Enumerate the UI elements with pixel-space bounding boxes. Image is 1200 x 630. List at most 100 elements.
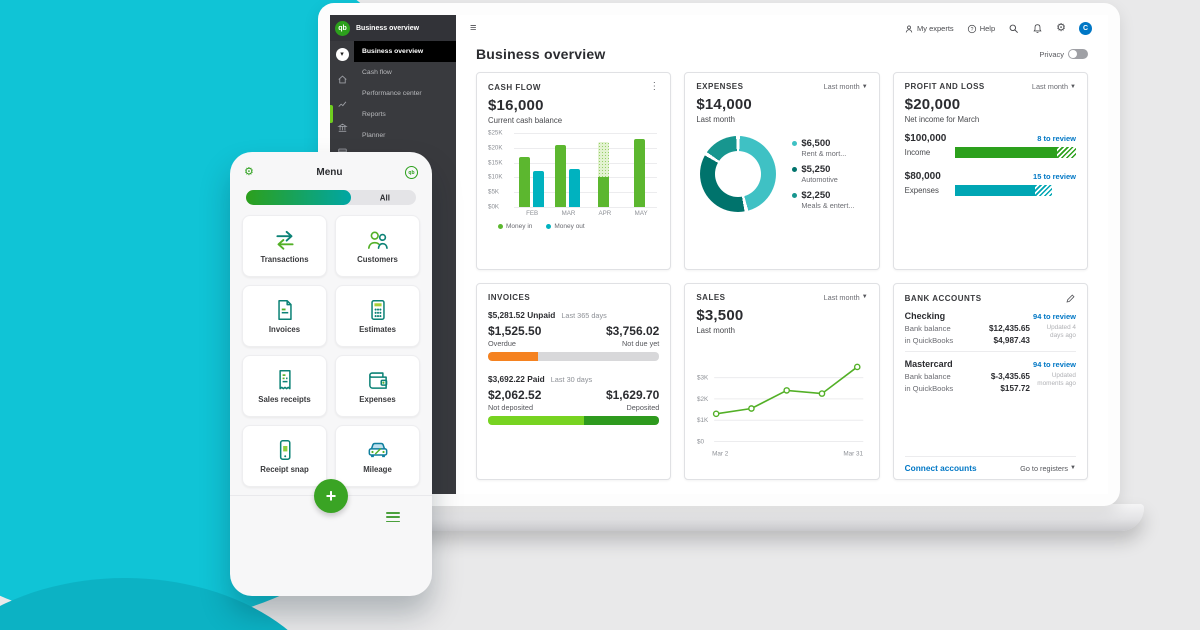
expenses-row: $80,000 15 to review Expenses bbox=[904, 171, 1076, 196]
search-icon[interactable] bbox=[1008, 23, 1019, 34]
income-review-link[interactable]: 8 to review bbox=[1037, 134, 1076, 143]
money-in-label: Money in bbox=[506, 223, 533, 230]
profit-loss-period-dropdown[interactable]: Last month ▼ bbox=[1031, 82, 1076, 91]
expenses-period-dropdown[interactable]: Last month ▼ bbox=[823, 82, 868, 91]
sidebar-item-planner[interactable]: Planner bbox=[362, 132, 386, 139]
expenses-donut-chart bbox=[700, 136, 777, 212]
sidebar-item-reports[interactable]: Reports bbox=[362, 111, 386, 118]
settings-gear-icon[interactable]: ⚙ bbox=[244, 166, 254, 178]
page-title: Business overview bbox=[476, 46, 606, 62]
svg-text:$2K: $2K bbox=[697, 395, 709, 402]
menu-item-receipt-snap[interactable]: Receipt snap bbox=[242, 425, 327, 487]
account-mastercard: Mastercard 94 to review Bank balance $-3,… bbox=[904, 350, 1076, 399]
hamburger-menu-icon[interactable]: ≡ bbox=[470, 22, 477, 34]
privacy-toggle[interactable] bbox=[1068, 49, 1088, 59]
slice-dot-icon bbox=[792, 167, 798, 172]
add-button[interactable]: + bbox=[314, 479, 348, 513]
active-rail-indicator bbox=[330, 105, 333, 123]
cash-flow-chart-icon[interactable] bbox=[337, 98, 348, 109]
sales-line-chart: $3K $2K $1K $0 Mar 2 Mar 31 bbox=[696, 339, 867, 472]
menu-item-mileage[interactable]: Mileage bbox=[335, 425, 420, 487]
cash-flow-legend: Money in Money out bbox=[498, 223, 659, 230]
mastercard-review-link[interactable]: 94 to review bbox=[1033, 359, 1076, 369]
menu-hamburger-icon[interactable] bbox=[386, 512, 400, 523]
bank-accounts-card: BANK ACCOUNTS Checking 94 to review Bank… bbox=[892, 282, 1088, 480]
app-topbar: ≡ My experts ? Help ⚙ C bbox=[456, 15, 1108, 38]
connect-accounts-link[interactable]: Connect accounts bbox=[904, 463, 977, 473]
kebab-menu-icon[interactable]: ⋮ bbox=[649, 81, 660, 92]
home-icon[interactable] bbox=[337, 74, 348, 85]
mastercard-updated-text: Updated moments ago bbox=[1037, 371, 1076, 388]
sales-card: SALES Last month ▼ $3,500 Last month $3K $… bbox=[684, 282, 880, 480]
sales-period-dropdown[interactable]: Last month ▼ bbox=[823, 292, 868, 302]
sales-subtitle: Last month bbox=[696, 325, 735, 335]
filter-all-label: All bbox=[379, 193, 390, 202]
expenses-review-link[interactable]: 15 to review bbox=[1033, 172, 1076, 181]
help-label: Help bbox=[979, 24, 996, 33]
sidebar-header: qb Business overview bbox=[330, 15, 456, 41]
toggle-knob bbox=[1069, 50, 1077, 58]
qb-badge-icon[interactable]: qb bbox=[404, 166, 418, 179]
my-experts-button[interactable]: My experts bbox=[904, 24, 954, 34]
laptop-screen: qb Business overview ▾ Business overview bbox=[318, 3, 1120, 506]
transfer-arrows-icon bbox=[275, 230, 294, 250]
menu-item-sales-receipts[interactable]: Sales receipts bbox=[242, 355, 327, 417]
person-icon bbox=[905, 25, 913, 33]
expenses-card: EXPENSES Last month ▼ $14,000 Last month … bbox=[684, 72, 880, 270]
wallet-icon bbox=[368, 371, 387, 389]
quickbooks-app: qb Business overview ▾ Business overview bbox=[330, 15, 1108, 494]
phone-menu-grid: Transactions Customers Invoice bbox=[240, 215, 422, 487]
menu-item-customers[interactable]: Customers bbox=[335, 215, 420, 277]
invoices-title: INVOICES bbox=[488, 292, 531, 302]
settings-gear-icon[interactable]: ⚙ bbox=[1056, 22, 1066, 34]
svg-text:Mar 2: Mar 2 bbox=[712, 450, 729, 457]
expenses-subtitle: Last month bbox=[696, 115, 735, 124]
sidebar-item-performance-center[interactable]: Performance center bbox=[362, 90, 422, 97]
profit-loss-amount: $20,000 bbox=[904, 96, 961, 113]
edit-pencil-icon[interactable] bbox=[1065, 293, 1076, 304]
slice-dot-icon bbox=[792, 141, 798, 146]
bank-accounts-title: BANK ACCOUNTS bbox=[904, 293, 982, 303]
quickbooks-logo-icon: qb bbox=[335, 20, 350, 36]
menu-filter-slider[interactable]: All bbox=[246, 190, 416, 205]
slice-dot-icon bbox=[792, 193, 798, 198]
expenses-amount: $14,000 bbox=[696, 96, 752, 113]
user-avatar[interactable]: C bbox=[1079, 22, 1092, 35]
sidebar-item-business-overview[interactable]: Business overview bbox=[354, 41, 456, 62]
checking-review-link[interactable]: 94 to review bbox=[1033, 311, 1076, 321]
profit-loss-subtitle: Net income for March bbox=[904, 115, 980, 124]
expenses-legend: $6,500 Rent & mort... $5,250 Automotive … bbox=[792, 138, 854, 210]
chevron-down-icon: ▼ bbox=[1070, 465, 1076, 471]
phone-menu-title: Menu bbox=[316, 167, 343, 178]
chevron-down-icon: ▼ bbox=[861, 83, 868, 90]
customers-icon bbox=[367, 230, 388, 249]
menu-item-invoices[interactable]: Invoices bbox=[242, 285, 327, 347]
invoices-card: INVOICES $5,281.52 Unpaid Last 365 days … bbox=[476, 282, 672, 480]
cash-flow-bar-chart: $25K $20K $15K $10K $5K $0K FEB MAR APR MAY bbox=[488, 130, 659, 217]
menu-item-estimates[interactable]: Estimates bbox=[335, 285, 420, 347]
help-button[interactable]: ? Help bbox=[967, 24, 995, 34]
menu-item-transactions[interactable]: Transactions bbox=[242, 215, 327, 277]
notifications-bell-icon[interactable] bbox=[1032, 23, 1043, 34]
unpaid-section: $5,281.52 Unpaid Last 365 days $1,525.50… bbox=[488, 310, 660, 361]
chevron-down-icon: ▼ bbox=[861, 294, 868, 300]
go-to-registers-dropdown[interactable]: Go to registers ▼ bbox=[1020, 463, 1076, 473]
sidebar-item-cash-flow[interactable]: Cash flow bbox=[362, 69, 392, 76]
menu-item-expenses[interactable]: Expenses bbox=[335, 355, 420, 417]
paid-progress-bar bbox=[488, 415, 660, 425]
account-checking: Checking 94 to review Bank balance $12,43… bbox=[904, 310, 1076, 345]
receipt-icon bbox=[278, 369, 291, 389]
chevron-down-icon: ▼ bbox=[1070, 83, 1076, 90]
main-content: ≡ My experts ? Help ⚙ C bbox=[456, 15, 1108, 494]
svg-text:$3K: $3K bbox=[697, 374, 709, 381]
expense-legend-item: $5,250 Automotive bbox=[792, 164, 854, 184]
phone: ⚙ Menu qb All Transactions bbox=[230, 152, 432, 596]
svg-text:Mar 31: Mar 31 bbox=[844, 450, 864, 457]
overview-circle-icon[interactable]: ▾ bbox=[335, 48, 349, 61]
bank-icon[interactable] bbox=[336, 122, 348, 133]
income-row: $100,000 8 to review Income bbox=[904, 133, 1076, 158]
calculator-icon bbox=[370, 299, 385, 320]
help-icon: ? bbox=[967, 24, 976, 33]
money-out-label: Money out bbox=[554, 223, 585, 230]
